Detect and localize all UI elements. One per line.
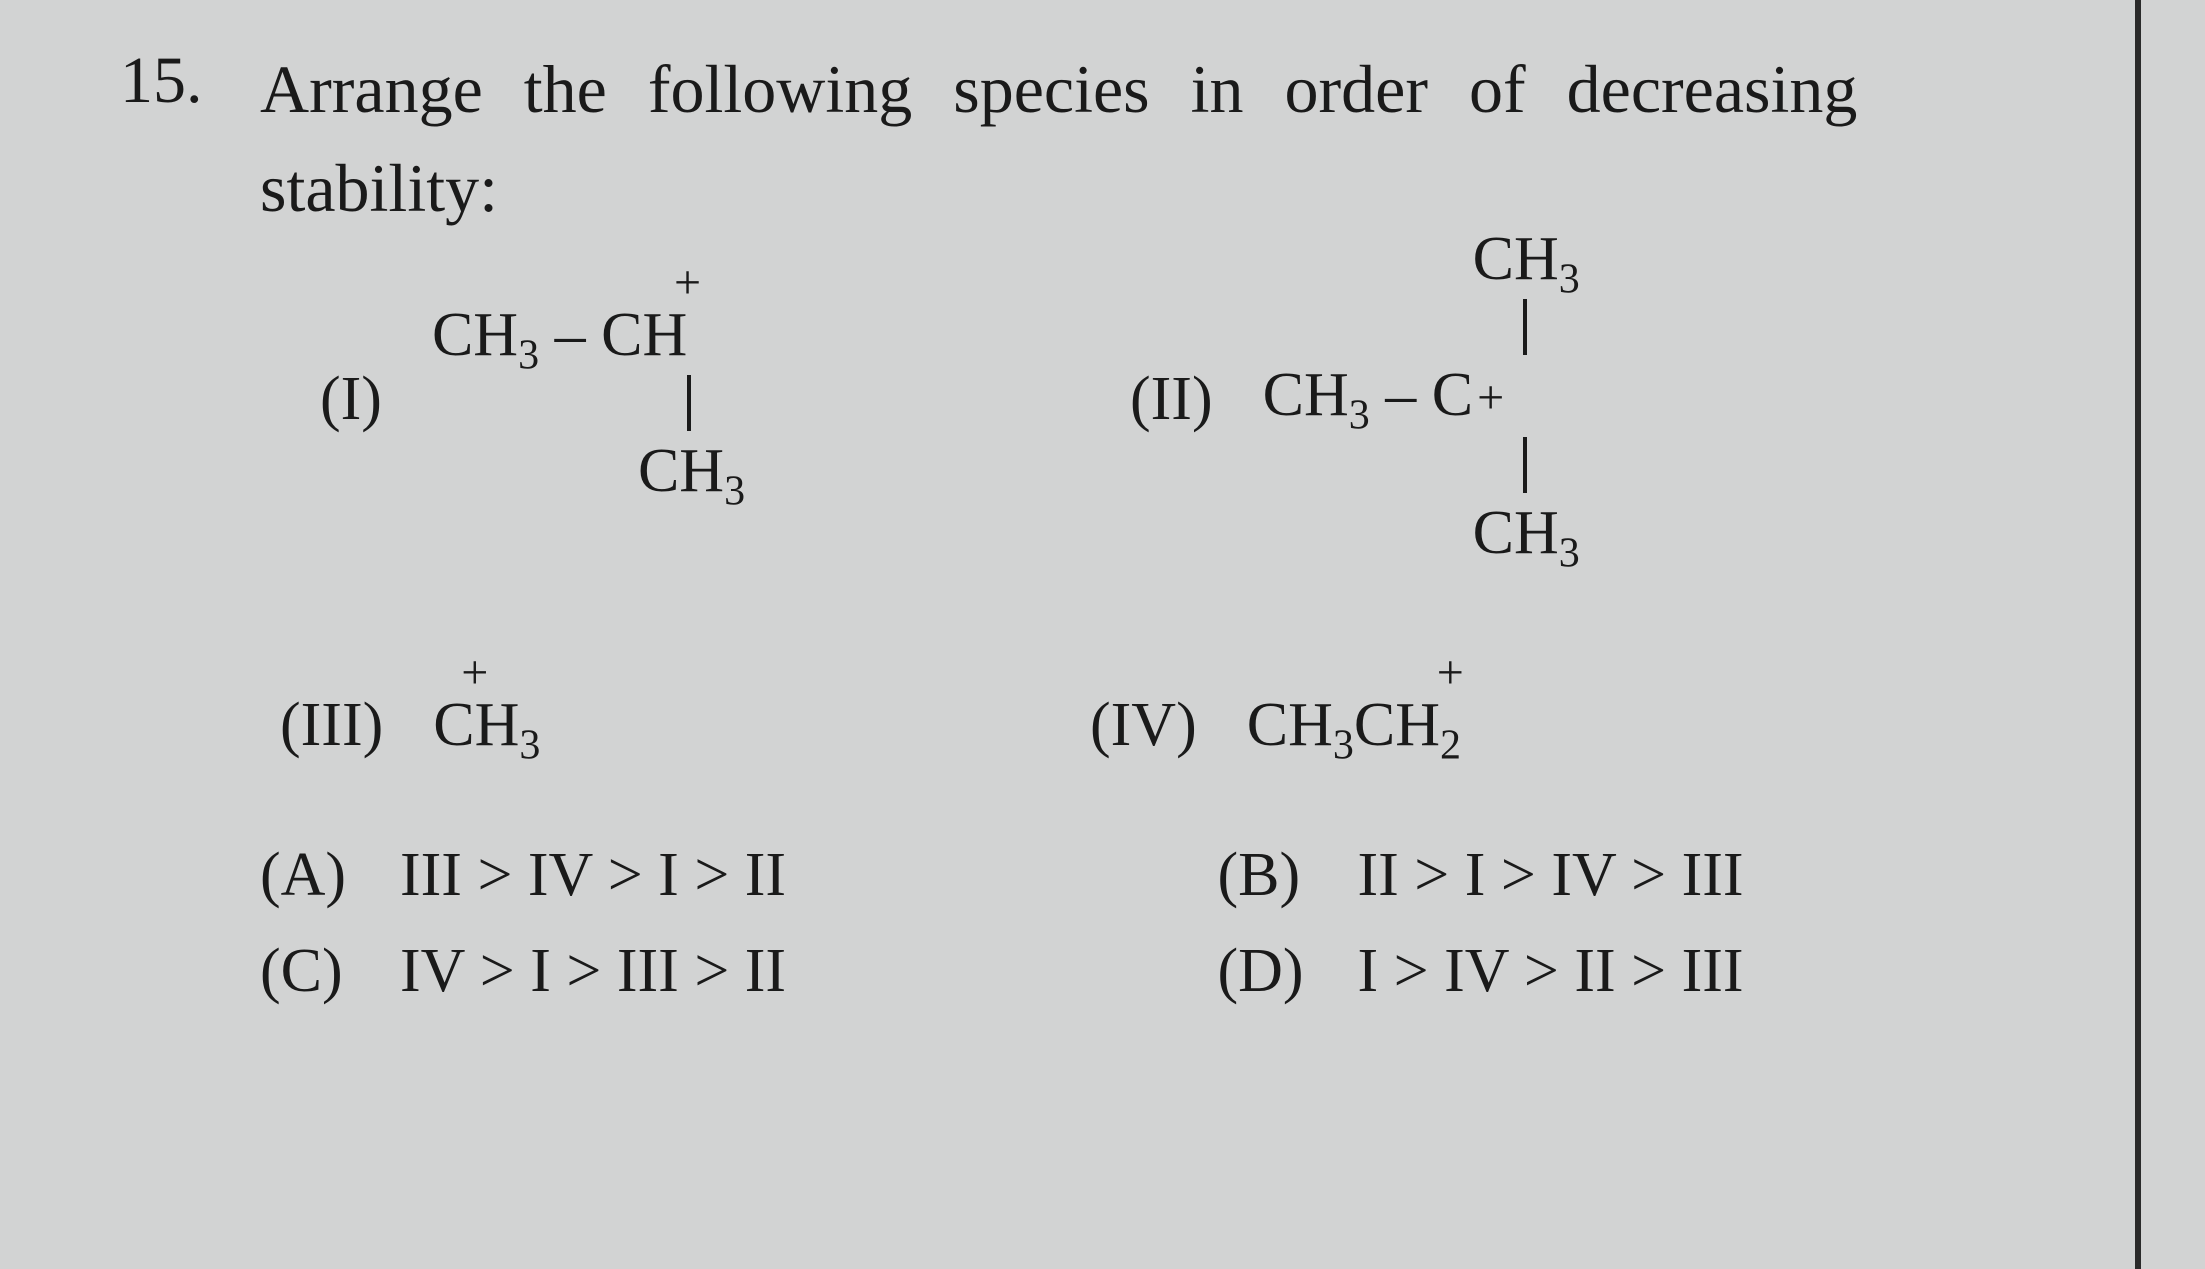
- structure-IV: (IV) + CH3CH2: [1090, 687, 1607, 772]
- structure-label-II: (II): [1130, 227, 1213, 439]
- question-text: Arrange the following species in order o…: [260, 40, 2115, 237]
- option-C: (C) IV > I > III > II: [260, 933, 1158, 1011]
- option-C-text: IV > I > III > II: [400, 933, 786, 1011]
- structure-II: (II) CH3 CH3 – C+: [1130, 227, 1703, 577]
- bond-line-top: [1523, 299, 1527, 355]
- plus-icon: +: [1437, 643, 1464, 703]
- sub3: 3: [518, 333, 539, 379]
- ch2-text: CH: [1354, 691, 1440, 759]
- center-row: CH3 – C+: [1263, 357, 1501, 442]
- ch3-text: CH: [1247, 691, 1333, 759]
- structure-IV-formula: + CH3CH2: [1247, 687, 1607, 772]
- question-body: Arrange the following species in order o…: [260, 40, 2115, 1027]
- structure-label-III: (III): [280, 687, 383, 765]
- right-margin-rule: [2135, 0, 2141, 1269]
- option-A-text: III > IV > I > II: [400, 837, 786, 915]
- answer-options: (A) III > IV > I > II (B) II > I > IV > …: [260, 837, 2115, 1010]
- question-number: 15.: [120, 40, 260, 123]
- structure-II-formula: CH3 CH3 – C+ CH3: [1263, 227, 1703, 577]
- structure-label-I: (I): [320, 297, 382, 439]
- structure-III: (III) + CH3: [280, 687, 653, 772]
- plus-icon: +: [461, 643, 488, 703]
- ch3-below: CH3: [638, 433, 745, 518]
- ch3-top: CH3: [1473, 221, 1580, 306]
- option-D-label: (D): [1218, 933, 1358, 1011]
- page: 15. Arrange the following species in ord…: [0, 0, 2205, 1269]
- bond-line: [687, 375, 691, 431]
- option-B-text: II > I > IV > III: [1358, 837, 1744, 915]
- structures-area: (I) + CH3 – CH CH3: [260, 267, 2115, 1027]
- ch3-bottom: CH3: [1473, 495, 1580, 580]
- option-B: (B) II > I > IV > III: [1218, 837, 2116, 915]
- option-C-label: (C): [260, 933, 400, 1011]
- structure-I-formula: + CH3 – CH CH3: [432, 297, 832, 557]
- ch3-text: CH: [432, 301, 518, 369]
- question-row: 15. Arrange the following species in ord…: [120, 40, 2115, 1027]
- structure-label-IV: (IV): [1090, 687, 1197, 765]
- option-A-label: (A): [260, 837, 400, 915]
- structure-I: (I) + CH3 – CH CH3: [320, 297, 832, 557]
- option-A: (A) III > IV > I > II: [260, 837, 1158, 915]
- sub3: 3: [519, 723, 540, 769]
- option-D: (D) I > IV > II > III: [1218, 933, 2116, 1011]
- plus-icon: +: [674, 253, 701, 313]
- option-D-text: I > IV > II > III: [1358, 933, 1744, 1011]
- option-B-label: (B): [1218, 837, 1358, 915]
- structure-III-formula: + CH3: [433, 687, 653, 772]
- bond-line-bottom: [1523, 437, 1527, 493]
- dash: –: [539, 301, 601, 369]
